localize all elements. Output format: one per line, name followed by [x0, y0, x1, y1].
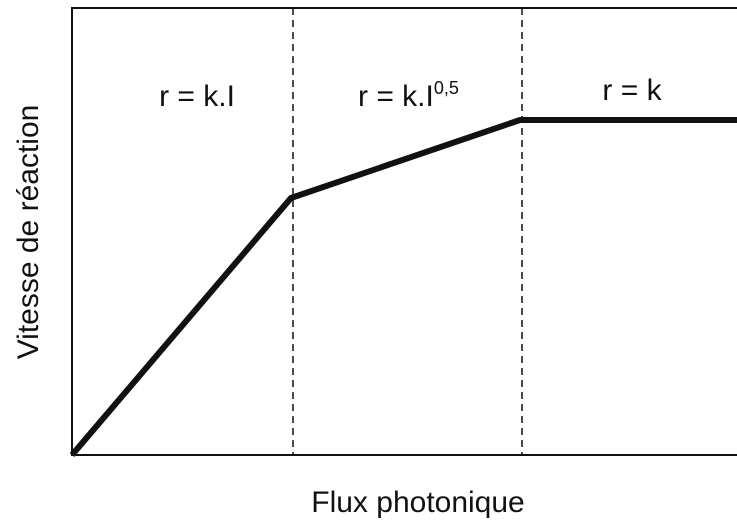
rate-curve — [69, 117, 737, 457]
region-label-base: r = k.I — [358, 80, 434, 113]
y-axis-label: Vitesse de réaction — [12, 105, 45, 360]
region-label: r = k — [602, 74, 662, 107]
plot-frame — [71, 7, 737, 456]
region-label: r = k.I0,5 — [358, 78, 459, 113]
region-label: r = k.I — [159, 80, 235, 113]
region-label-exponent: 0,5 — [434, 78, 459, 98]
x-axis-label: Flux photonique — [311, 486, 525, 519]
